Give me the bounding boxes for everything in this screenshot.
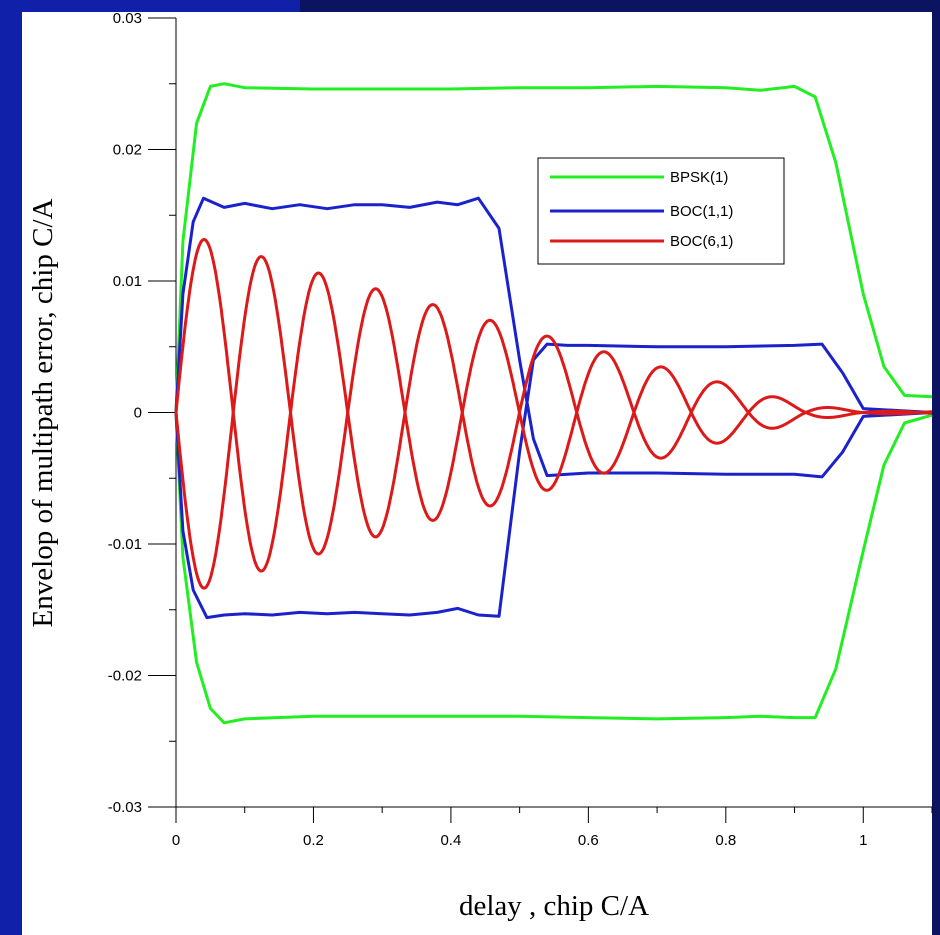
legend-label-boc11: BOC(1,1) [670, 203, 733, 220]
series-1-upper-line [174, 196, 933, 479]
series-2-line-b [174, 255, 933, 590]
legend: BPSK(1) BOC(1,1) BOC(6,1) [537, 157, 785, 265]
y-tick-label: 0 [134, 405, 142, 422]
y-tick-label: 0.02 [113, 142, 142, 159]
legend-label-boc61: BOC(6,1) [670, 233, 733, 250]
y-axis-title: Envelop of multipath error, chip C/A [27, 198, 59, 627]
x-tick-label: 0.8 [715, 832, 736, 849]
x-tick-label: 0 [172, 832, 180, 849]
x-tick-label: 0.4 [440, 832, 461, 849]
y-tick-label: -0.02 [108, 668, 142, 685]
frame-right-band [932, 0, 940, 935]
y-tick-label: -0.01 [108, 536, 142, 553]
frame-top-dark [300, 0, 940, 12]
frame-left-band [0, 0, 22, 935]
x-axis-title: delay , chip C/A [459, 890, 649, 922]
axes: 0.03 0.02 0.01 0 -0.01 -0.02 -0.03 0 0.2 0.4 0.6 0.… [108, 10, 933, 849]
series-0-upper-line [174, 82, 933, 413]
y-tick-label: 0.03 [113, 10, 142, 27]
x-tick-label: 0.6 [578, 832, 599, 849]
series-1-lower-line [174, 342, 933, 620]
y-tick-label: 0.01 [113, 273, 142, 290]
y-tick-label: -0.03 [108, 799, 142, 816]
series-layer [174, 82, 933, 725]
series-0-lower-line [174, 412, 933, 725]
x-tick-label: 0.2 [303, 832, 324, 849]
legend-label-bpsk: BPSK(1) [670, 169, 728, 186]
x-tick-label: 1 [859, 832, 867, 849]
